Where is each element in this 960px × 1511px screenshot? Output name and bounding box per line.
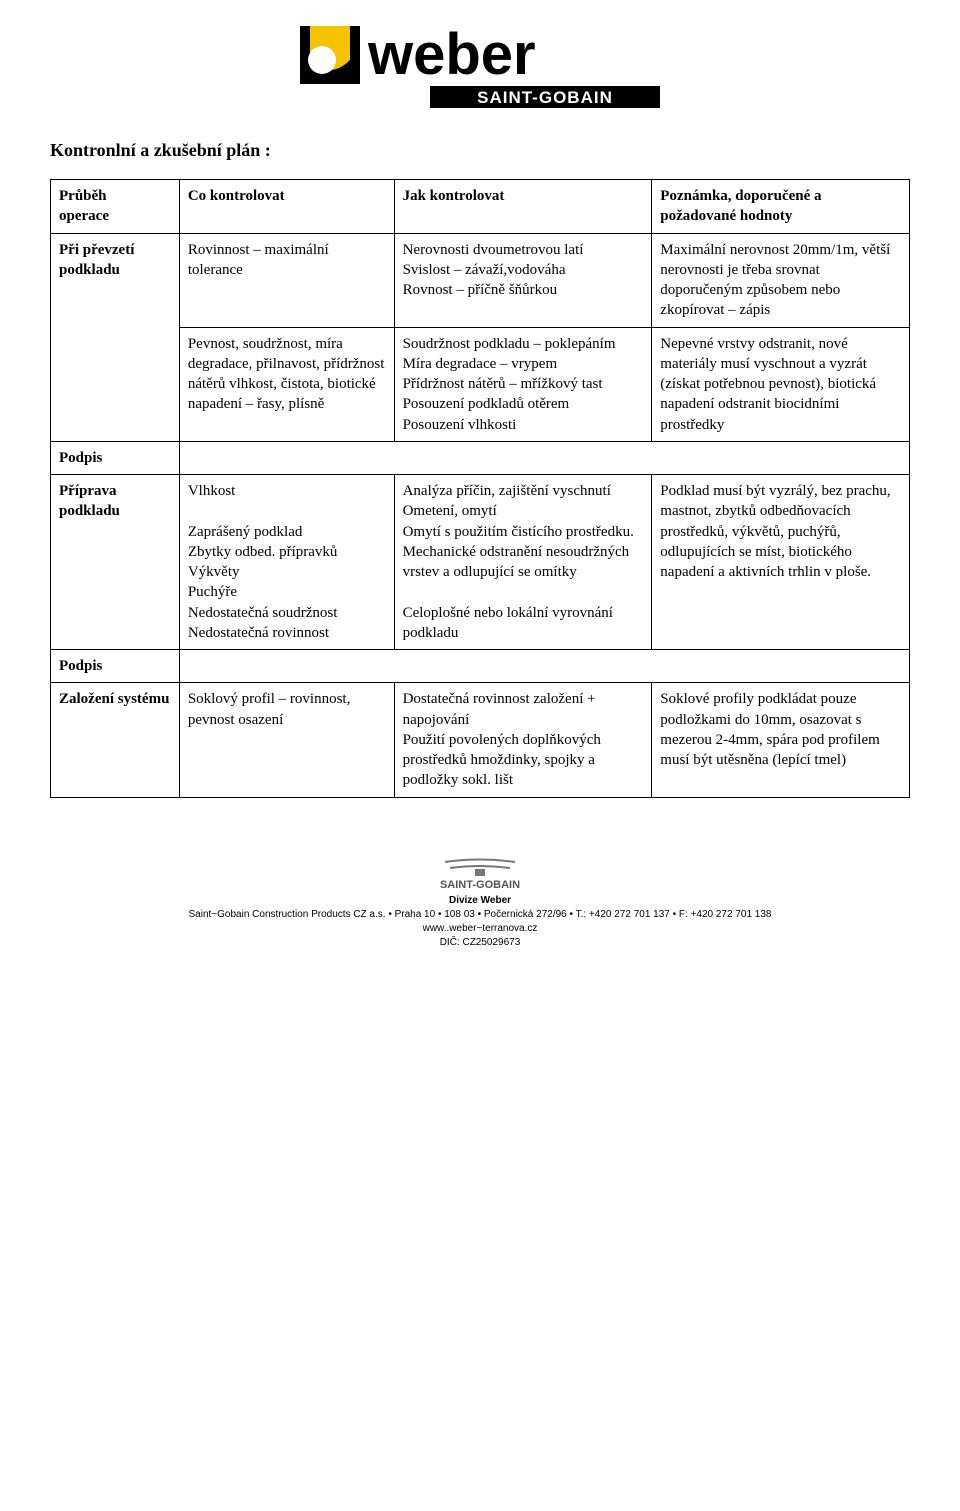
cell-operation: Průběh operace bbox=[51, 180, 180, 234]
footer-address: Saint−Gobain Construction Products CZ a.… bbox=[50, 908, 910, 922]
table-row: Pevnost, soudržnost, míra degradace, při… bbox=[51, 327, 910, 441]
cell-how: Analýza příčin, zajištění vyschnutí Omet… bbox=[394, 475, 652, 650]
cell-note: Podklad musí být vyzrálý, bez prachu, ma… bbox=[652, 475, 910, 650]
signature-cell bbox=[179, 441, 909, 474]
footer-division: Divize Weber bbox=[50, 894, 910, 908]
footer-logo: SAINT-GOBAIN bbox=[50, 858, 910, 892]
signature-label: Podpis bbox=[51, 650, 180, 683]
cell-note: Maximální nerovnost 20mm/1m, větší nerov… bbox=[652, 233, 910, 327]
cell-how: Dostatečná rovinnost založení + napojová… bbox=[394, 683, 652, 797]
logo-sub-text: SAINT-GOBAIN bbox=[477, 88, 613, 107]
signature-row: Podpis bbox=[51, 441, 910, 474]
cell-operation: Založení systému bbox=[51, 683, 180, 797]
header-logo: weber SAINT-GOBAIN bbox=[50, 20, 910, 110]
table-row: Příprava podkladu Vlhkost Zaprášený podk… bbox=[51, 475, 910, 650]
footer-web: www..weber−terranova.cz bbox=[50, 922, 910, 936]
inspection-plan-table: Průběh operace Co kontrolovat Jak kontro… bbox=[50, 179, 910, 798]
signature-row: Podpis bbox=[51, 650, 910, 683]
cell-what: Pevnost, soudržnost, míra degradace, při… bbox=[179, 327, 394, 441]
footer-dic: DIČ: CZ25029673 bbox=[50, 936, 910, 950]
weber-logo-icon: weber SAINT-GOBAIN bbox=[300, 20, 660, 110]
cell-how: Soudržnost podkladu – poklepáním Míra de… bbox=[394, 327, 652, 441]
cell-operation: Příprava podkladu bbox=[51, 475, 180, 650]
signature-cell bbox=[179, 650, 909, 683]
table-row: Založení systému Soklový profil – rovinn… bbox=[51, 683, 910, 797]
table-row: Průběh operace Co kontrolovat Jak kontro… bbox=[51, 180, 910, 234]
header-note: Poznámka, doporučené a požadované hodnot… bbox=[652, 180, 910, 234]
cell-note: Soklové profily podkládat pouze podložka… bbox=[652, 683, 910, 797]
cell-operation: Při převzetí podkladu bbox=[51, 233, 180, 441]
header-what: Co kontrolovat bbox=[179, 180, 394, 234]
signature-label: Podpis bbox=[51, 441, 180, 474]
page-title: Kontronlní a zkušební plán : bbox=[50, 140, 910, 161]
cell-note: Nepevné vrstvy odstranit, nové materiály… bbox=[652, 327, 910, 441]
logo-main-text: weber bbox=[367, 22, 536, 87]
cell-what: Vlhkost Zaprášený podklad Zbytky odbed. … bbox=[179, 475, 394, 650]
cell-how: Nerovnosti dvoumetrovou latí Svislost – … bbox=[394, 233, 652, 327]
header-how: Jak kontrolovat bbox=[394, 180, 652, 234]
cell-what: Soklový profil – rovinnost, pevnost osaz… bbox=[179, 683, 394, 797]
footer-logo-text: SAINT-GOBAIN bbox=[440, 879, 520, 891]
page-footer: SAINT-GOBAIN Divize Weber Saint−Gobain C… bbox=[50, 858, 910, 950]
saint-gobain-footer-icon: SAINT-GOBAIN bbox=[425, 858, 535, 892]
cell-what: Rovinnost – maximální tolerance bbox=[179, 233, 394, 327]
